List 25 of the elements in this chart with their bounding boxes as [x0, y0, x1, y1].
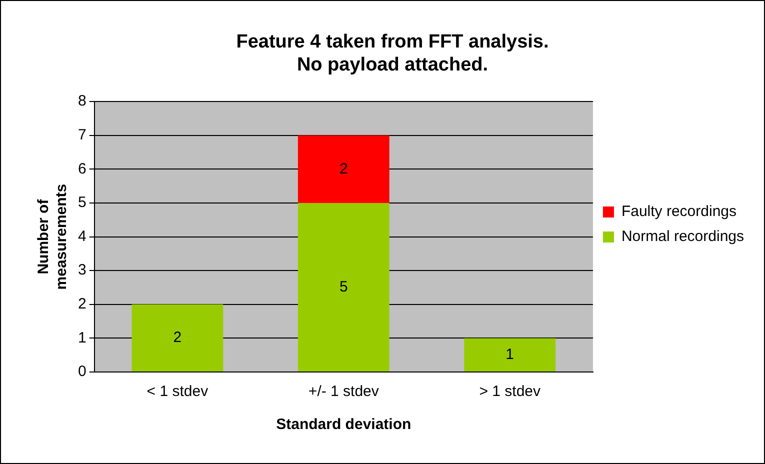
y-tick-label: 8 [78, 92, 86, 110]
y-tick-label: 2 [78, 296, 86, 313]
x-tick-label: +/- 1 stdev [308, 383, 380, 400]
y-tick-label: 5 [78, 194, 86, 212]
y-tick-label: 4 [78, 228, 86, 245]
chart-title: Feature 4 taken from FFT analysis. No payload attached. [236, 32, 549, 76]
legend-label: Faulty recordings [621, 203, 737, 220]
x-tick-label: < 1 stdev [146, 383, 209, 400]
bar [132, 304, 224, 372]
bar [298, 135, 390, 203]
x-axis-title: Standard deviation [276, 416, 412, 434]
data-label: 1 [506, 346, 514, 363]
bar [464, 338, 556, 372]
y-tick-label: 0 [78, 363, 86, 380]
bar [298, 203, 390, 372]
y-tick-label: 1 [78, 329, 86, 346]
data-label: 5 [339, 278, 348, 296]
data-label: 2 [173, 329, 182, 346]
y-tick-label: 6 [78, 160, 86, 178]
x-tick-label: > 1 stdev [479, 383, 541, 400]
y-tick-label: 3 [78, 262, 86, 279]
y-axis-title: Number of measurements [35, 184, 70, 290]
data-label: 2 [339, 160, 348, 178]
legend-label: Normal recordings [621, 228, 744, 246]
y-tick-label: 7 [78, 126, 86, 144]
